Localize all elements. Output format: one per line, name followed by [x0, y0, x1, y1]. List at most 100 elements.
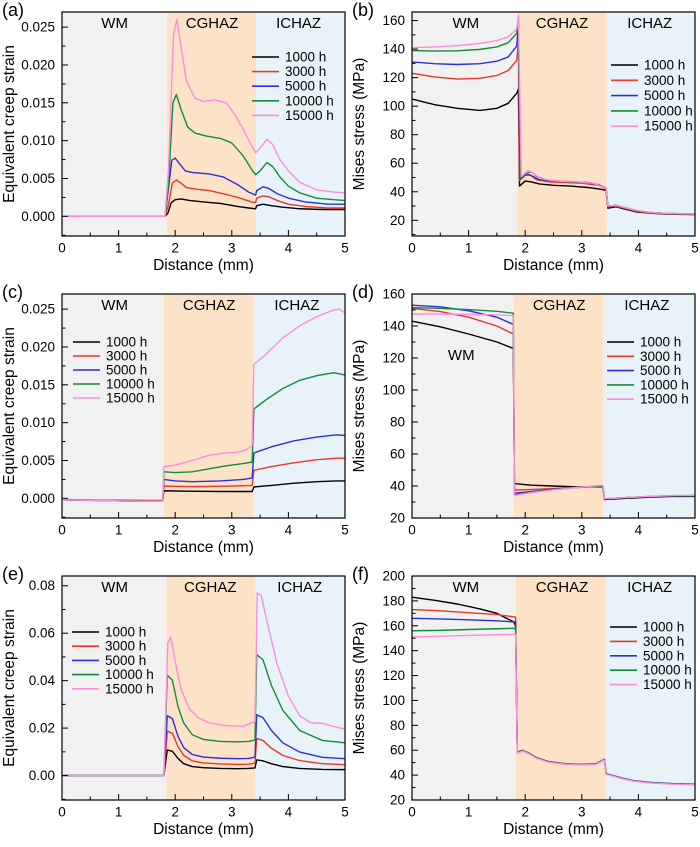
svg-text:80: 80 — [390, 127, 405, 142]
x-axis-title: Distance (mm) — [503, 821, 604, 838]
svg-text:CGHAZ: CGHAZ — [186, 15, 239, 32]
svg-text:100: 100 — [382, 383, 405, 398]
series-lines — [62, 18, 345, 218]
svg-text:4: 4 — [635, 241, 643, 256]
y-axis-title: Equivalent creep strain — [1, 609, 18, 767]
legend-label: 15000 h — [106, 391, 155, 406]
creep-strain-chart-a: 0 1 2 3 4 5 0.000 0.005 0.010 0.015 0.020 0.025 Dist… — [1, 11, 349, 274]
legend-label: 15000 h — [285, 108, 334, 123]
svg-text:0: 0 — [408, 241, 416, 256]
svg-text:CGHAZ: CGHAZ — [184, 579, 237, 596]
panel-b: (b) 0 1 2 3 4 5 20 40 60 80 100 120 140 160 Distance (… — [350, 0, 700, 283]
legend-label: 3000 h — [105, 639, 146, 654]
x-axis-title: Distance (mm) — [503, 539, 604, 556]
svg-text:0.00: 0.00 — [29, 768, 55, 783]
svg-text:ICHAZ: ICHAZ — [627, 579, 672, 596]
svg-text:0.015: 0.015 — [21, 377, 55, 392]
svg-text:1: 1 — [465, 241, 473, 256]
region-labels: WM CGHAZ ICHAZ — [101, 297, 319, 314]
svg-text:ICHAZ: ICHAZ — [624, 297, 669, 314]
svg-text:0.06: 0.06 — [29, 626, 55, 641]
svg-text:1: 1 — [115, 241, 123, 256]
series-lines — [62, 308, 345, 503]
svg-text:5: 5 — [341, 241, 349, 256]
legend-label: 1000 h — [285, 50, 326, 65]
legend-label: 1000 h — [643, 620, 684, 635]
series-15000h — [412, 14, 695, 215]
tick-labels: 0 1 2 3 4 5 0.000 0.005 0.010 0.015 0.020 0.025 — [21, 20, 349, 256]
svg-text:ICHAZ: ICHAZ — [276, 15, 321, 32]
legend-label: 3000 h — [106, 349, 147, 364]
svg-text:200: 200 — [382, 569, 405, 584]
svg-text:3: 3 — [578, 241, 586, 256]
series-3000h — [62, 730, 345, 777]
svg-text:CGHAZ: CGHAZ — [536, 15, 589, 32]
panel-d: (d) 0 1 2 3 4 5 20 40 60 80 100 120 140 160 Distance (… — [350, 282, 700, 565]
tick-labels: 0 1 2 3 4 5 20 40 60 80 100 120 140 160 — [382, 287, 698, 538]
svg-text:0: 0 — [58, 241, 66, 256]
svg-text:60: 60 — [390, 743, 405, 758]
region-labels: WM CGHAZ ICHAZ — [448, 297, 669, 364]
series-15000h — [62, 308, 345, 503]
region-labels: WM CGHAZ ICHAZ — [101, 579, 322, 596]
tick-labels: 0 1 2 3 4 5 0.000 0.005 0.010 0.015 0.020 0.025 — [21, 302, 349, 538]
mises-stress-chart-b: 0 1 2 3 4 5 20 40 60 80 100 120 140 160 Distance (mm) M… — [351, 11, 699, 274]
panel-letter-e: (e) — [2, 564, 24, 584]
legend-label: 10000 h — [106, 377, 155, 392]
axis-ticks — [411, 20, 696, 236]
svg-text:80: 80 — [390, 415, 405, 430]
svg-text:4: 4 — [635, 523, 643, 538]
svg-text:3: 3 — [228, 241, 236, 256]
series-5000h — [62, 157, 345, 218]
svg-text:3: 3 — [228, 523, 236, 538]
svg-text:2: 2 — [521, 523, 529, 538]
svg-text:0: 0 — [58, 523, 66, 538]
creep-strain-chart-e: 0 1 2 3 4 5 0.00 0.02 0.04 0.06 0.08 Distance (mm) E… — [1, 575, 349, 838]
svg-text:0.000: 0.000 — [21, 209, 55, 224]
series-10000h — [62, 653, 345, 777]
svg-text:5: 5 — [341, 805, 349, 820]
y-axis-title: Mises stress (MPa) — [351, 622, 368, 755]
panel-letter-a: (a) — [2, 0, 24, 20]
axis-ticks — [61, 308, 346, 518]
svg-text:0.000: 0.000 — [21, 491, 55, 506]
region-labels: WM CGHAZ ICHAZ — [101, 15, 321, 32]
y-axis-title: Equivalent creep strain — [1, 327, 18, 485]
mises-stress-chart-d: 0 1 2 3 4 5 20 40 60 80 100 120 140 160 Distance (mm) M… — [351, 287, 699, 557]
svg-text:ICHAZ: ICHAZ — [274, 297, 319, 314]
series-15000h — [62, 592, 345, 777]
svg-text:1: 1 — [115, 523, 123, 538]
series-15000h — [62, 18, 345, 218]
mises-stress-chart-f: 0 1 2 3 4 5 20 40 60 80 100 120 140 160 180 200 Distance… — [351, 569, 699, 839]
svg-text:WM: WM — [452, 579, 479, 596]
svg-text:20: 20 — [390, 511, 405, 526]
svg-text:4: 4 — [285, 523, 293, 538]
series-lines — [412, 304, 695, 501]
svg-text:ICHAZ: ICHAZ — [627, 15, 672, 32]
legend-label: 10000 h — [643, 663, 692, 678]
legend-label: 15000 h — [644, 119, 693, 134]
series-5000h — [62, 714, 345, 777]
tick-labels: 0 1 2 3 4 5 0.00 0.02 0.04 0.06 0.08 — [29, 578, 349, 819]
svg-text:CGHAZ: CGHAZ — [533, 297, 586, 314]
region-backgrounds — [62, 294, 345, 518]
svg-text:100: 100 — [382, 693, 405, 708]
panel-letter-b: (b) — [352, 0, 374, 20]
svg-text:5: 5 — [341, 523, 349, 538]
svg-text:3: 3 — [578, 805, 586, 820]
svg-text:WM: WM — [101, 297, 128, 314]
region-backgrounds — [412, 12, 695, 236]
panel-letter-f: (f) — [352, 564, 369, 584]
legend-label: 3000 h — [644, 73, 685, 88]
svg-text:0.005: 0.005 — [21, 453, 55, 468]
series-15000h — [412, 313, 695, 500]
svg-text:5: 5 — [691, 523, 699, 538]
region-backgrounds — [412, 576, 695, 800]
svg-text:0.020: 0.020 — [21, 57, 55, 72]
region-labels: WM CGHAZ ICHAZ — [452, 15, 672, 32]
svg-text:120: 120 — [382, 351, 405, 366]
svg-text:WM: WM — [101, 15, 128, 32]
legend-label: 10000 h — [644, 103, 693, 118]
